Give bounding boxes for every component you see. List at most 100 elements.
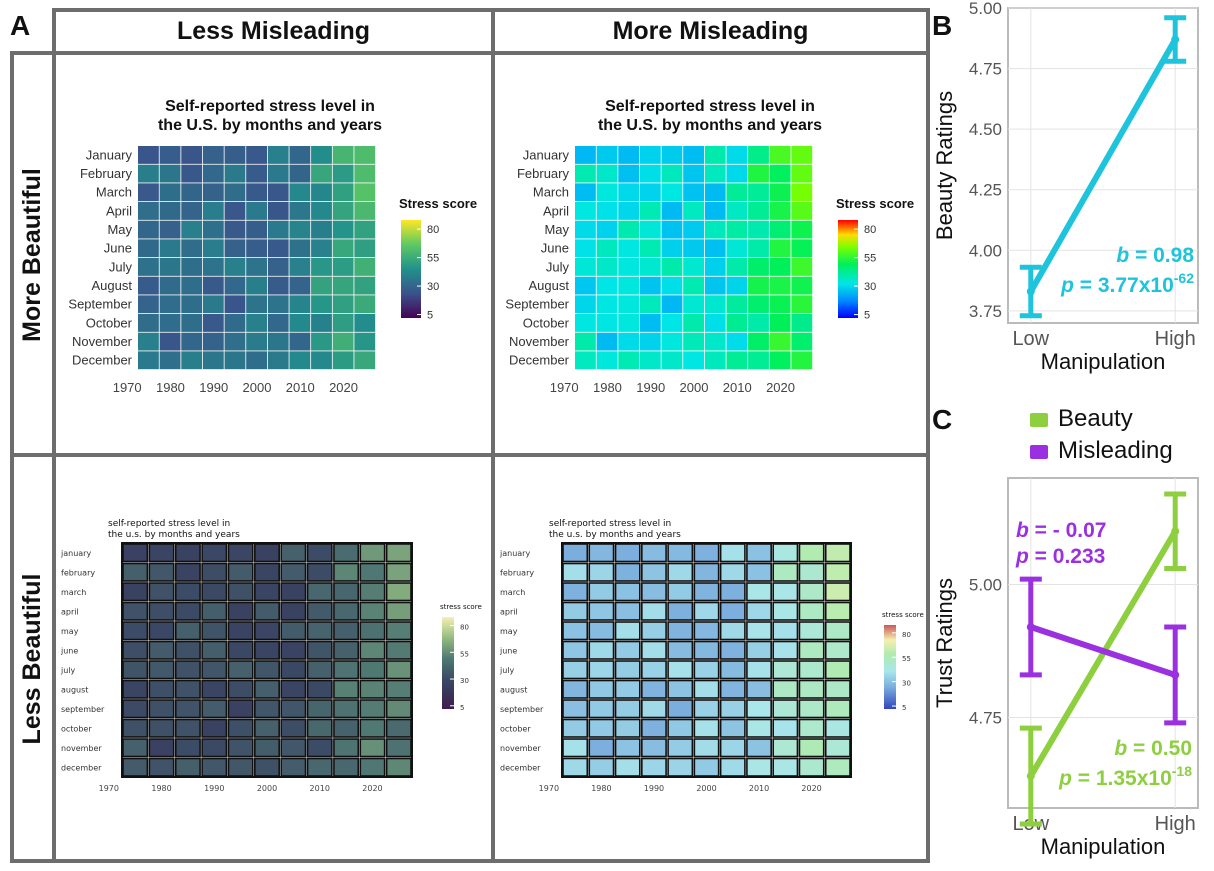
heatmap-cell: [575, 351, 596, 370]
data-point: [1026, 772, 1035, 781]
heatmap-cell: [772, 757, 799, 777]
heatmap-cell: [726, 314, 748, 332]
heatmap-title-top-left: Self-reported stress level in the U.S. b…: [157, 98, 383, 134]
heatmap-cell: [719, 582, 746, 602]
year-tick-label: 1990: [199, 380, 228, 395]
heatmap-cell: [254, 582, 280, 602]
heatmap-cell: [614, 699, 641, 719]
heatmap-cell: [289, 202, 311, 220]
heatmap-cell: [726, 351, 748, 370]
heatmap-cell: [661, 258, 683, 276]
heatmap-cell: [641, 543, 667, 563]
heatmap-cell: [726, 332, 748, 351]
heatmap-cell: [641, 601, 667, 621]
heatmap-cell: [181, 202, 203, 220]
heatmap-cell: [267, 314, 289, 332]
row-header-more-beautiful: More Beautiful: [18, 168, 46, 342]
heatmap-cell: [824, 738, 851, 758]
heatmap-cell: [122, 601, 149, 621]
legend-colorbar: [884, 625, 896, 709]
heatmap-cell: [661, 239, 683, 258]
heatmap-cell: [332, 239, 354, 258]
heatmap-cell: [227, 562, 254, 582]
heatmap-cell: [661, 164, 683, 183]
month-label: february: [500, 568, 534, 577]
heatmap-cell: [746, 757, 772, 777]
heatmap-cell: [614, 601, 641, 621]
heatmap-cell: [159, 276, 181, 295]
heatmap-cell: [748, 276, 769, 295]
stat-b: b = 0.98: [1116, 244, 1194, 267]
heatmap-cell: [202, 202, 224, 220]
heatmap-cell: [122, 738, 149, 758]
heatmap-bottom-left: january february march april may june july augu…: [60, 542, 482, 793]
heatmap-cell: [159, 164, 181, 183]
heatmap-cell: [174, 679, 201, 699]
heatmap-cell: [202, 258, 224, 276]
heatmap-cell: [354, 332, 376, 351]
heatmap-cell: [641, 582, 667, 602]
heatmap-cell: [267, 164, 289, 183]
heatmap-cell: [769, 239, 791, 258]
heatmap-cell: [772, 718, 799, 738]
heatmap-cell: [148, 543, 175, 563]
month-label: february: [61, 568, 95, 577]
heatmap-cell: [289, 351, 311, 370]
heatmap-cell: [667, 562, 694, 582]
heatmap-cell: [719, 699, 746, 719]
year-tick-label: 2020: [362, 784, 382, 793]
heatmap-cell: [746, 601, 772, 621]
heatmap-cell: [174, 718, 201, 738]
heatmap-cell: [306, 582, 333, 602]
heatmap-cell: [614, 660, 641, 680]
year-tick-label: 2000: [680, 380, 709, 395]
heatmap-cell: [359, 660, 386, 680]
heatmap-cell: [201, 601, 228, 621]
heatmap-cell: [354, 295, 376, 314]
heatmap-cell: [562, 562, 589, 582]
heatmap-cell: [311, 314, 332, 332]
heatmap-cell: [181, 276, 203, 295]
heatmap-cell: [254, 679, 280, 699]
heatmap-cell: [181, 258, 203, 276]
heatmap-cell: [614, 640, 641, 660]
heatmap-cell: [693, 757, 720, 777]
heatmap-cell: [254, 699, 280, 719]
heatmap-cell: [306, 699, 333, 719]
month-label: november: [61, 744, 102, 753]
heatmap-cell: [726, 146, 748, 164]
heatmap-cell: [280, 601, 307, 621]
heatmap-cell: [224, 202, 246, 220]
heatmap-cell: [791, 258, 813, 276]
heatmap-cell: [224, 332, 246, 351]
heatmap-cell: [201, 679, 228, 699]
heatmap-cell: [667, 718, 694, 738]
month-label: June: [104, 241, 132, 256]
heatmap-cell: [588, 699, 615, 719]
heatmap-cell: [148, 582, 175, 602]
heatmap-cell: [639, 183, 661, 202]
heatmap-cell: [174, 601, 201, 621]
heatmap-cell: [254, 640, 280, 660]
heatmap-cell: [306, 718, 333, 738]
heatmap-cell: [614, 562, 641, 582]
heatmap-cell: [201, 757, 228, 777]
year-tick-label: 1980: [591, 784, 611, 793]
heatmap-cell: [289, 276, 311, 295]
stat-b: b = - 0.07: [1016, 519, 1106, 542]
month-label: July: [109, 259, 133, 274]
heatmap-cell: [122, 582, 149, 602]
heatmap-cell: [596, 164, 618, 183]
heatmap-top-left: January February March April May June July Augu…: [68, 146, 477, 395]
month-label: september: [500, 705, 544, 714]
heatmap-cell: [641, 660, 667, 680]
heatmap-cell: [719, 718, 746, 738]
heatmap-cell: [772, 738, 799, 758]
year-tick-label: 2000: [257, 784, 277, 793]
heatmap-cell: [683, 146, 705, 164]
heatmap-cell: [159, 183, 181, 202]
heatmap-cell: [667, 699, 694, 719]
month-label: January: [523, 147, 570, 162]
heatmap-cell: [267, 202, 289, 220]
x-tick-label: High: [1155, 813, 1196, 835]
